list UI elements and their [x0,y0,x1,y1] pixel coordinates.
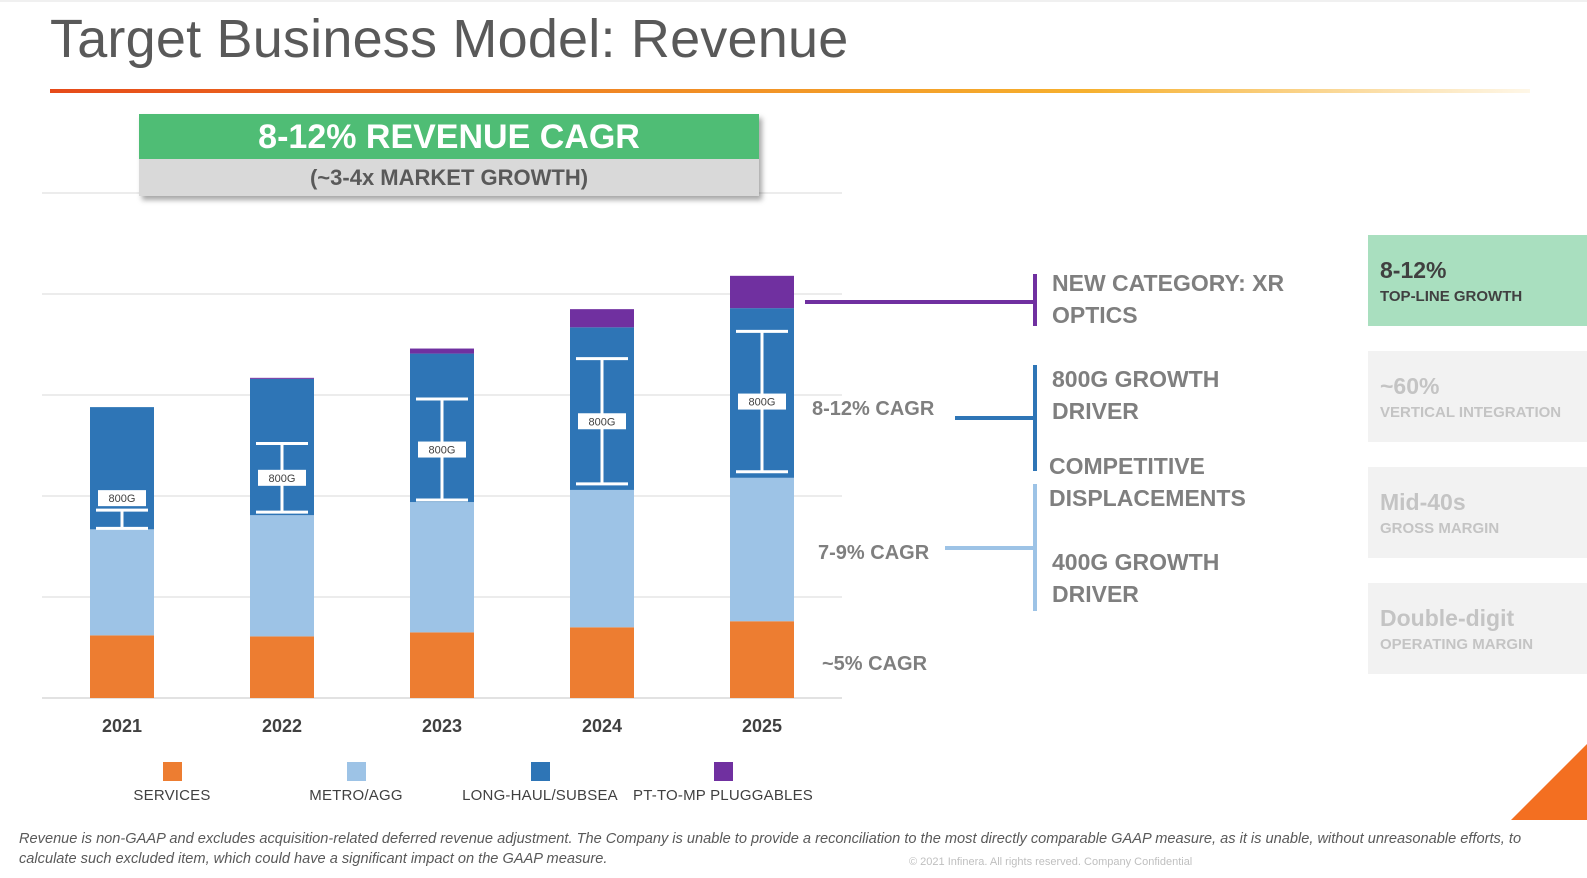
card-operating-margin-label: OPERATING MARGIN [1380,636,1534,653]
x-axis-label-2025: 2025 [742,716,782,736]
driver-competitive: COMPETITIVE DISPLACEMENTS [1049,450,1246,514]
bar-pluggables-2024 [570,309,634,328]
marker-800g-label-box [98,490,146,507]
metro-connector-line [945,546,1035,550]
legend-item-pluggables: PT-TO-MP PLUGGABLES [633,762,813,804]
card-top-line-growth-value: 8-12% [1380,257,1447,283]
marker-800g-label: 800G [429,445,456,457]
x-axis-label-2022: 2022 [262,716,302,736]
legend-swatch-services [162,762,182,781]
xr-bracket [1033,274,1037,326]
chart-x-axis-labels: 2021 2022 2023 2024 2025 [102,716,782,736]
card-vertical-integration-label: VERTICAL INTEGRATION [1380,404,1562,421]
card-vertical-integration: ~60% VERTICAL INTEGRATION [1368,351,1587,442]
cagr-label-services: ~5% CAGR [822,653,928,675]
marker-800g-label: 800G [749,397,776,409]
market-growth-subheadline: (~3-4x MARKET GROWTH) [139,159,759,196]
title-underline [50,89,1530,93]
footnote: Revenue is non-GAAP and excludes acquisi… [19,831,1522,867]
legend-swatch-long-haul-subsea [530,762,550,781]
card-gross-margin: Mid-40s GROSS MARGIN [1368,467,1587,558]
bar-pluggables-2022 [250,377,314,379]
bar-services-2024 [570,627,634,698]
legend-label-pluggables: PT-TO-MP PLUGGABLES [633,787,813,804]
cagr-label-metro: 7-9% CAGR [818,542,930,564]
bar-services-2022 [250,636,314,698]
card-gross-margin-label: GROSS MARGIN [1380,520,1500,537]
driver-800g-text: 800G GROWTH DRIVER [1052,366,1220,424]
card-operating-margin-value: Double-digit [1380,605,1515,631]
cagr-label-long-haul: 8-12% CAGR [812,398,935,420]
x-axis-label-2021: 2021 [102,716,142,736]
marker-800g-label: 800G [269,473,296,485]
top-border [0,0,1587,2]
revenue-cagr-headline: 8-12% REVENUE CAGR [139,114,759,159]
bar-services-2025 [730,621,794,698]
legend-swatch-pluggables [713,762,733,781]
bar-metro-agg-2025 [730,477,794,622]
card-vertical-integration-value: ~60% [1380,373,1440,399]
long-haul-bracket [1033,365,1037,471]
legend-label-long-haul-subsea: LONG-HAUL/SUBSEA [462,787,618,804]
long-haul-connector-line [955,416,1035,420]
legend-item-metro-agg: METRO/AGG [296,762,416,804]
bar-services-2021 [90,635,154,698]
metro-bracket [1033,484,1037,611]
page-title: Target Business Model: Revenue [50,9,849,69]
bar-services-2023 [410,632,474,698]
chart-800g-markers: 800G 800G 800G 800G 800G [96,329,788,530]
marker-800g-label-box [418,441,466,458]
card-top-line-growth-label: TOP-LINE GROWTH [1380,288,1523,305]
driver-xr-optics-text: NEW CATEGORY: XR OPTICS [1052,270,1285,328]
marker-800g-label-box [578,413,626,430]
legend-item-long-haul-subsea: LONG-HAUL/SUBSEA [460,762,620,804]
bar-metro-agg-2022 [250,515,314,637]
legend-label-metro-agg: METRO/AGG [309,787,403,804]
bar-metro-agg-2021 [90,529,154,636]
marker-800g-2021: 800G [96,490,148,530]
driver-400g: 400G GROWTH DRIVER [1052,546,1219,610]
card-top-line-growth: 8-12% TOP-LINE GROWTH [1368,235,1587,326]
marker-800g-label: 800G [589,416,616,428]
card-operating-margin: Double-digit OPERATING MARGIN [1368,583,1587,674]
legend-swatch-metro-agg [346,762,366,781]
driver-800g: 800G GROWTH DRIVER [1052,363,1219,427]
card-gross-margin-value: Mid-40s [1380,489,1466,515]
marker-800g-label-box [738,393,786,410]
marker-800g-2022: 800G [256,441,308,514]
legend-label-services: SERVICES [133,787,211,804]
copyright: © 2021 Infinera. All rights reserved. Co… [909,856,1193,868]
marker-800g-label: 800G [109,493,136,505]
driver-xr-optics: NEW CATEGORY: XR OPTICS [1052,267,1284,331]
bar-metro-agg-2023 [410,502,474,633]
marker-800g-2025: 800G [736,329,788,474]
bar-metro-agg-2024 [570,489,634,628]
bar-pluggables-2023 [410,348,474,354]
legend-item-services: SERVICES [112,762,232,804]
marker-800g-label-box [258,469,306,486]
x-axis-label-2024: 2024 [582,716,622,736]
corner-accent [1511,744,1587,820]
xr-connector-line [805,300,1035,304]
marker-800g-2023: 800G [416,397,468,502]
driver-competitive-text: COMPETITIVE DISPLACEMENTS [1049,453,1246,511]
revenue-cagr-callout: 8-12% REVENUE CAGR (~3-4x MARKET GROWTH) [139,114,759,196]
marker-800g-2024: 800G [576,357,628,486]
x-axis-label-2023: 2023 [422,716,462,736]
driver-400g-text: 400G GROWTH DRIVER [1052,549,1220,607]
bar-pluggables-2025 [730,275,794,309]
